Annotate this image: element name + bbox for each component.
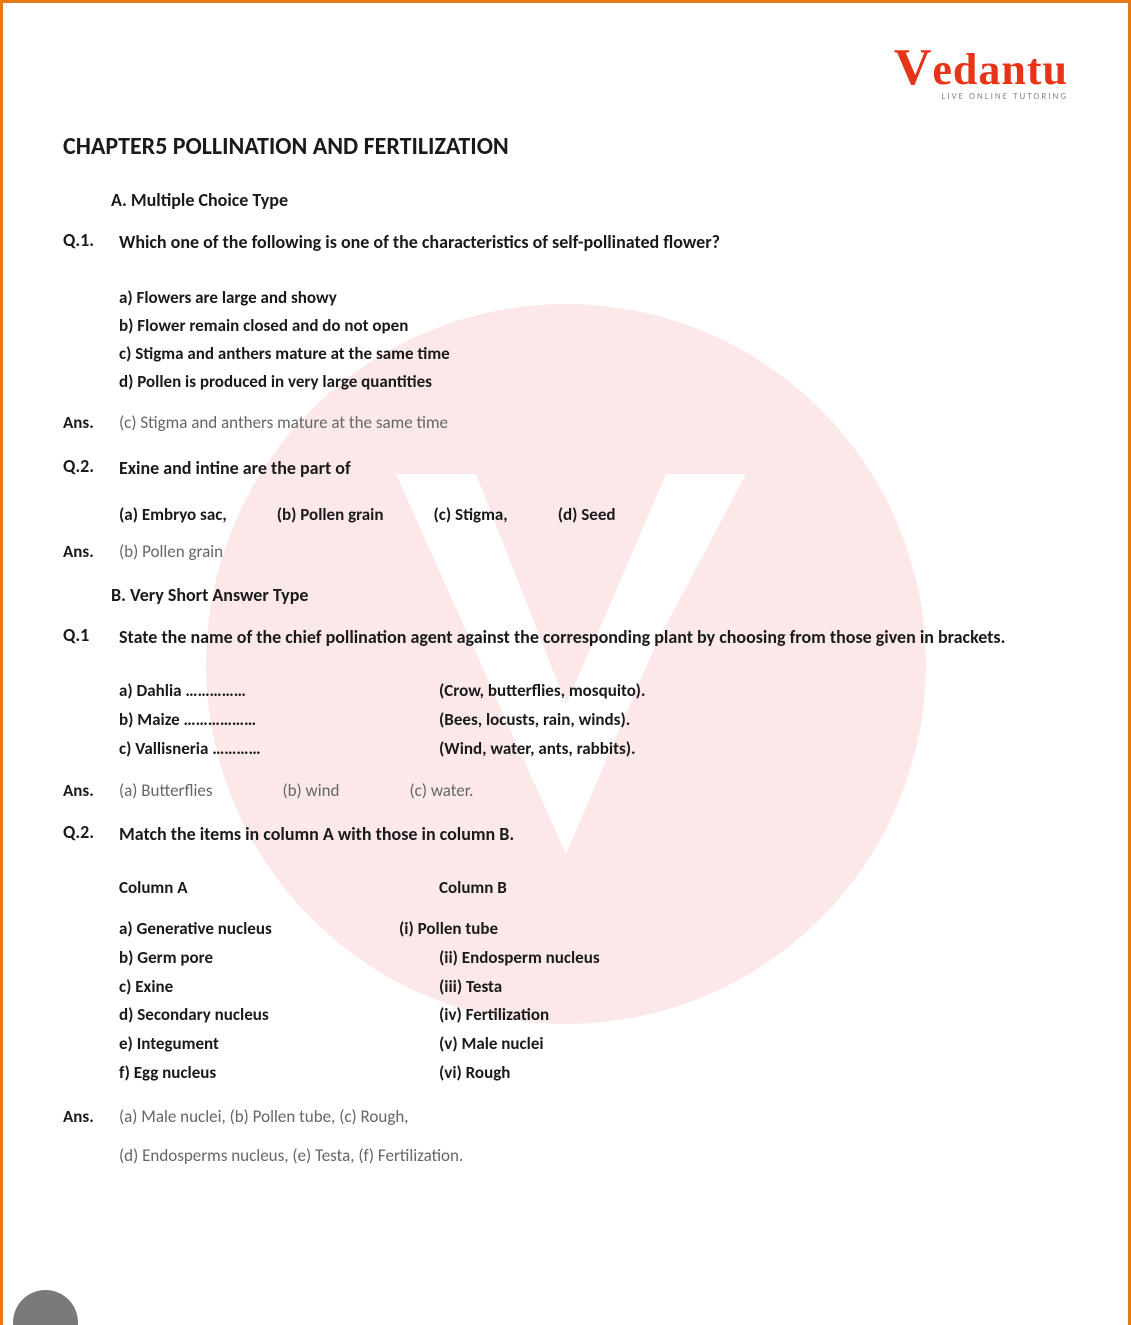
fill-row: a) Dahlia …………… (Crow, butterflies, mosq… (119, 677, 1068, 706)
answer-label: Ans. (63, 780, 119, 801)
match-row: e) Integument (v) Male nuclei (119, 1030, 1068, 1059)
match-right: (ii) Endosperm nucleus (439, 944, 600, 973)
match-row: b) Germ pore (ii) Endosperm nucleus (119, 944, 1068, 973)
match-right: (v) Male nuclei (439, 1030, 544, 1059)
fill-right: (Crow, butterflies, mosquito). (439, 677, 645, 706)
answer-continuation: (d) Endosperms nucleus, (e) Testa, (f) F… (119, 1145, 1068, 1166)
match-right: (iv) Fertilization (439, 1001, 549, 1030)
match-left: e) Integument (119, 1030, 439, 1059)
option-a: a) Flowers are large and showy (119, 284, 1068, 312)
fill-right: (Bees, locusts, rain, winds). (439, 706, 630, 735)
match-right: (i) Pollen tube (399, 915, 498, 944)
fill-table: a) Dahlia …………… (Crow, butterflies, mosq… (119, 677, 1068, 764)
match-left: f) Egg nucleus (119, 1059, 439, 1088)
match-row: d) Secondary nucleus (iv) Fertilization (119, 1001, 1068, 1030)
match-left: a) Generative nucleus (119, 915, 439, 944)
answer-part-b: (b) wind (282, 780, 339, 801)
answer-row: Ans. (b) Pollen grain (63, 541, 1068, 562)
option-b: b) Flower remain closed and do not open (119, 312, 1068, 340)
answer-label: Ans. (63, 1106, 119, 1127)
question-text: Match the items in column A with those i… (119, 821, 514, 848)
match-left: c) Exine (119, 973, 439, 1002)
question-row: Q.2. Match the items in column A with th… (63, 821, 1068, 848)
match-row: a) Generative nucleus (i) Pollen tube (119, 915, 1068, 944)
option-c: c) Stigma and anthers mature at the same… (119, 340, 1068, 368)
option-a: (a) Embryo sac, (119, 504, 227, 525)
match-right: (iii) Testa (439, 973, 502, 1002)
match-table: Column A Column B a) Generative nucleus … (119, 874, 1068, 1088)
option-d: (d) Seed (558, 504, 616, 525)
question-row: Q.2. Exine and intine are the part of (63, 455, 1068, 482)
question-number: Q.2. (63, 455, 119, 482)
answer-label: Ans. (63, 541, 119, 562)
fill-left: c) Vallisneria ………… (119, 735, 439, 764)
option-b: (b) Pollen grain (277, 504, 384, 525)
fill-row: b) Maize ……………… (Bees, locusts, rain, wi… (119, 706, 1068, 735)
decorative-circle (13, 1290, 78, 1325)
answer-part-a: (a) Butterflies (119, 780, 212, 801)
answer-row: Ans. (a) Male nuclei, (b) Pollen tube, (… (63, 1106, 1068, 1127)
answer-label: Ans. (63, 412, 119, 433)
brand-logo: Vedantu (63, 38, 1068, 97)
question-number: Q.2. (63, 821, 119, 848)
fill-row: c) Vallisneria ………… (Wind, water, ants, … (119, 735, 1068, 764)
options-inline: (a) Embryo sac, (b) Pollen grain (c) Sti… (119, 504, 1068, 525)
column-a-header: Column A (119, 874, 439, 903)
answer-text: (b) Pollen grain (119, 541, 223, 562)
answer-text: (a) Male nuclei, (b) Pollen tube, (c) Ro… (119, 1106, 409, 1127)
question-row: Q.1 State the name of the chief pollinat… (63, 624, 1068, 651)
answer-part-c: (c) water. (409, 780, 473, 801)
option-c: (c) Stigma, (433, 504, 507, 525)
brand-block: Vedantu LIVE ONLINE TUTORING (63, 38, 1068, 102)
match-row: c) Exine (iii) Testa (119, 973, 1068, 1002)
chapter-title: CHAPTER5 POLLINATION AND FERTILIZATION (63, 132, 1068, 161)
match-left: b) Germ pore (119, 944, 439, 973)
match-right: (vi) Rough (439, 1059, 510, 1088)
answer-inline: Ans. (a) Butterflies (b) wind (c) water. (63, 780, 1068, 801)
question-row: Q.1. Which one of the following is one o… (63, 229, 1068, 256)
question-text: Exine and intine are the part of (119, 455, 351, 482)
fill-left: a) Dahlia …………… (119, 677, 439, 706)
answer-text: (c) Stigma and anthers mature at the sam… (119, 412, 448, 433)
options-block: a) Flowers are large and showy b) Flower… (119, 284, 1068, 396)
question-number: Q.1. (63, 229, 119, 256)
match-left: d) Secondary nucleus (119, 1001, 439, 1030)
question-text: Which one of the following is one of the… (119, 229, 720, 256)
fill-left: b) Maize ……………… (119, 706, 439, 735)
column-b-header: Column B (439, 874, 507, 903)
match-row: f) Egg nucleus (vi) Rough (119, 1059, 1068, 1088)
option-d: d) Pollen is produced in very large quan… (119, 368, 1068, 396)
answer-row: Ans. (c) Stigma and anthers mature at th… (63, 412, 1068, 433)
question-number: Q.1 (63, 624, 119, 651)
question-text: State the name of the chief pollination … (119, 624, 1005, 651)
fill-right: (Wind, water, ants, rabbits). (439, 735, 636, 764)
section-b-label: B. Very Short Answer Type (111, 584, 1068, 606)
brand-name-rest: edantu (932, 45, 1068, 94)
section-a-label: A. Multiple Choice Type (111, 189, 1068, 211)
